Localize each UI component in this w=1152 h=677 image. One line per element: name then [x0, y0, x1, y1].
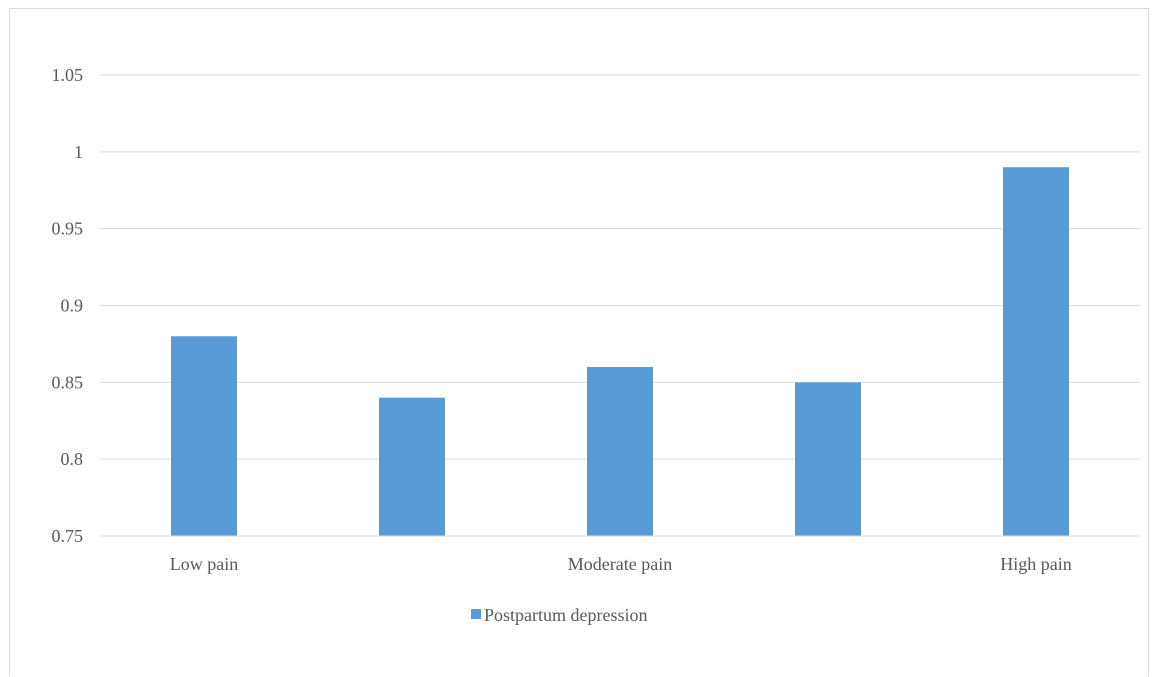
y-tick-label: 0.8: [61, 449, 84, 469]
y-tick-label: 0.75: [52, 526, 84, 546]
y-tick-label: 0.9: [61, 296, 84, 316]
legend-swatch: [471, 609, 481, 619]
y-tick-label: 1: [74, 142, 83, 162]
bar: [171, 336, 237, 536]
y-tick-label: 1.05: [52, 65, 84, 85]
bar: [587, 366, 653, 536]
bar: [1003, 167, 1069, 536]
bar: [379, 397, 445, 536]
x-tick-label: Low pain: [170, 554, 238, 574]
y-tick-label: 0.95: [52, 219, 84, 239]
bars: [171, 167, 1069, 536]
y-tick-label: 0.85: [52, 372, 84, 392]
x-tick-label: Moderate pain: [568, 554, 672, 574]
x-tick-labels: Low pain Moderate pain High pain: [170, 554, 1072, 574]
legend: Postpartum depression: [471, 605, 648, 625]
legend-label: Postpartum depression: [484, 605, 648, 625]
bar: [795, 382, 861, 536]
x-tick-label: High pain: [1000, 554, 1072, 574]
y-tick-labels: 0.75 0.8 0.85 0.9 0.95 1 1.05: [52, 65, 84, 546]
